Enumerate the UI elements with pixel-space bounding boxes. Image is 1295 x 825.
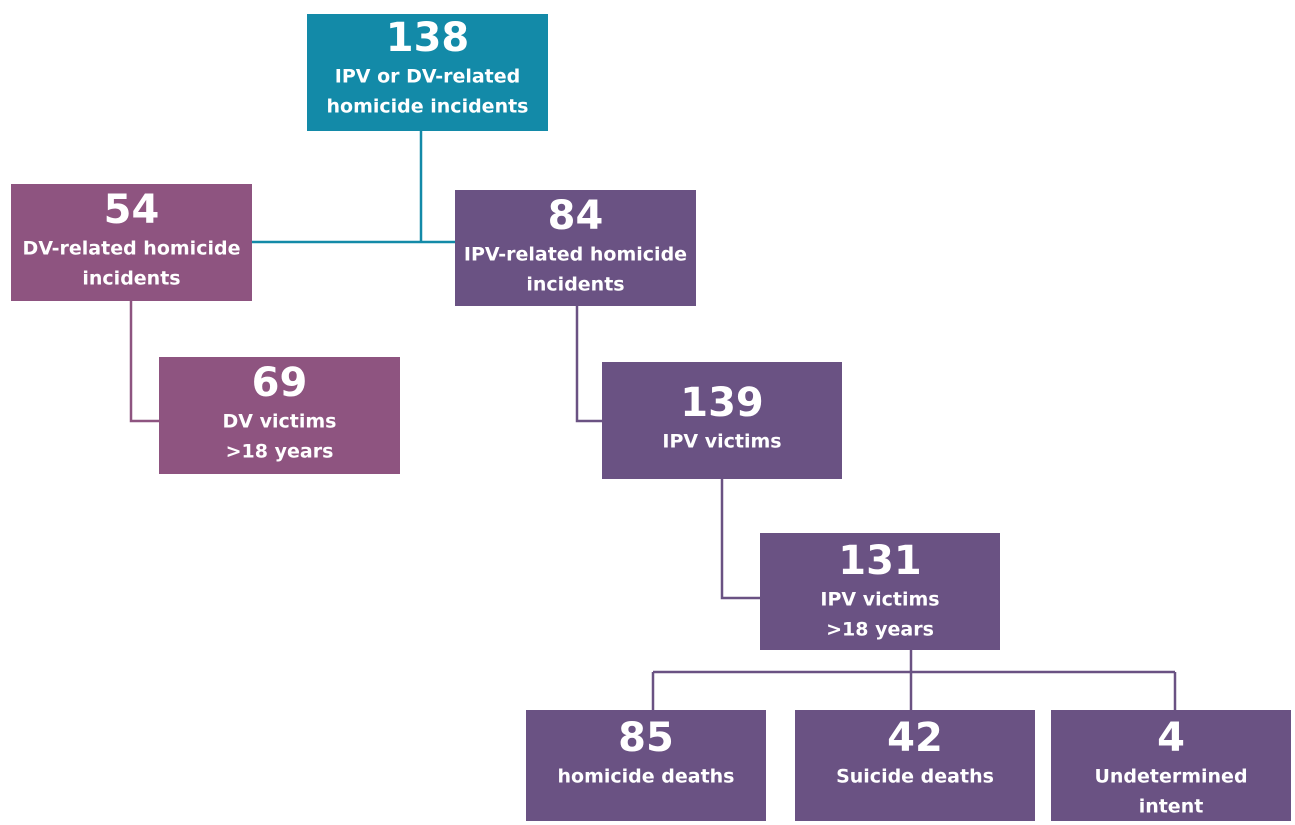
node-value: 138 xyxy=(386,15,470,61)
node-box: 84 IPV-related homicide incidents xyxy=(455,190,696,306)
node-label: IPV-related homicide xyxy=(464,244,687,266)
node-value: 42 xyxy=(887,715,943,761)
box xyxy=(526,710,766,821)
node-value: 4 xyxy=(1157,715,1185,761)
node-box: 139 IPV victims xyxy=(602,362,842,479)
node-label: homicide incidents xyxy=(327,96,529,118)
node-label: incidents xyxy=(526,274,624,296)
connector xyxy=(129,301,159,423)
node-value: 131 xyxy=(838,538,922,584)
node-box: 69 DV victims >18 years xyxy=(159,357,400,474)
node-label: intent xyxy=(1139,796,1204,818)
connectors xyxy=(129,131,1177,710)
box xyxy=(455,190,696,306)
node-label: incidents xyxy=(82,268,180,290)
node-label: >18 years xyxy=(826,619,934,641)
node-label: >18 years xyxy=(226,441,334,463)
node-label: Undetermined xyxy=(1094,766,1247,788)
node-label: Suicide deaths xyxy=(836,766,994,788)
node-value: 139 xyxy=(680,380,764,426)
node-value: 84 xyxy=(548,193,604,239)
node-label: IPV or DV-related xyxy=(335,66,521,88)
connector xyxy=(651,650,1177,710)
node-box: 42 Suicide deaths xyxy=(795,710,1035,821)
connector xyxy=(720,479,760,600)
connector xyxy=(575,306,602,423)
box xyxy=(1051,710,1291,821)
node-box: 131 IPV victims >18 years xyxy=(760,533,1000,650)
connector xyxy=(252,131,455,244)
node-value: 54 xyxy=(104,187,160,233)
box xyxy=(307,14,548,131)
node-label: IPV victims xyxy=(662,431,781,453)
box xyxy=(159,357,400,474)
node-label: DV-related homicide xyxy=(23,238,241,260)
node-box: 138 IPV or DV-related homicide incidents xyxy=(307,14,548,131)
box xyxy=(602,362,842,479)
node-label: homicide deaths xyxy=(558,766,735,788)
box xyxy=(11,184,252,301)
box xyxy=(795,710,1035,821)
node-value: 69 xyxy=(252,360,308,406)
node-label: DV victims xyxy=(223,411,337,433)
node-box: 54 DV-related homicide incidents xyxy=(11,184,252,301)
box xyxy=(760,533,1000,650)
node-label: IPV victims xyxy=(820,589,939,611)
node-box: 4 Undetermined intent xyxy=(1051,710,1291,821)
node-value: 85 xyxy=(618,715,674,761)
node-box: 85 homicide deaths xyxy=(526,710,766,821)
nodes: 138 IPV or DV-related homicide incidents 54… xyxy=(11,14,1291,821)
